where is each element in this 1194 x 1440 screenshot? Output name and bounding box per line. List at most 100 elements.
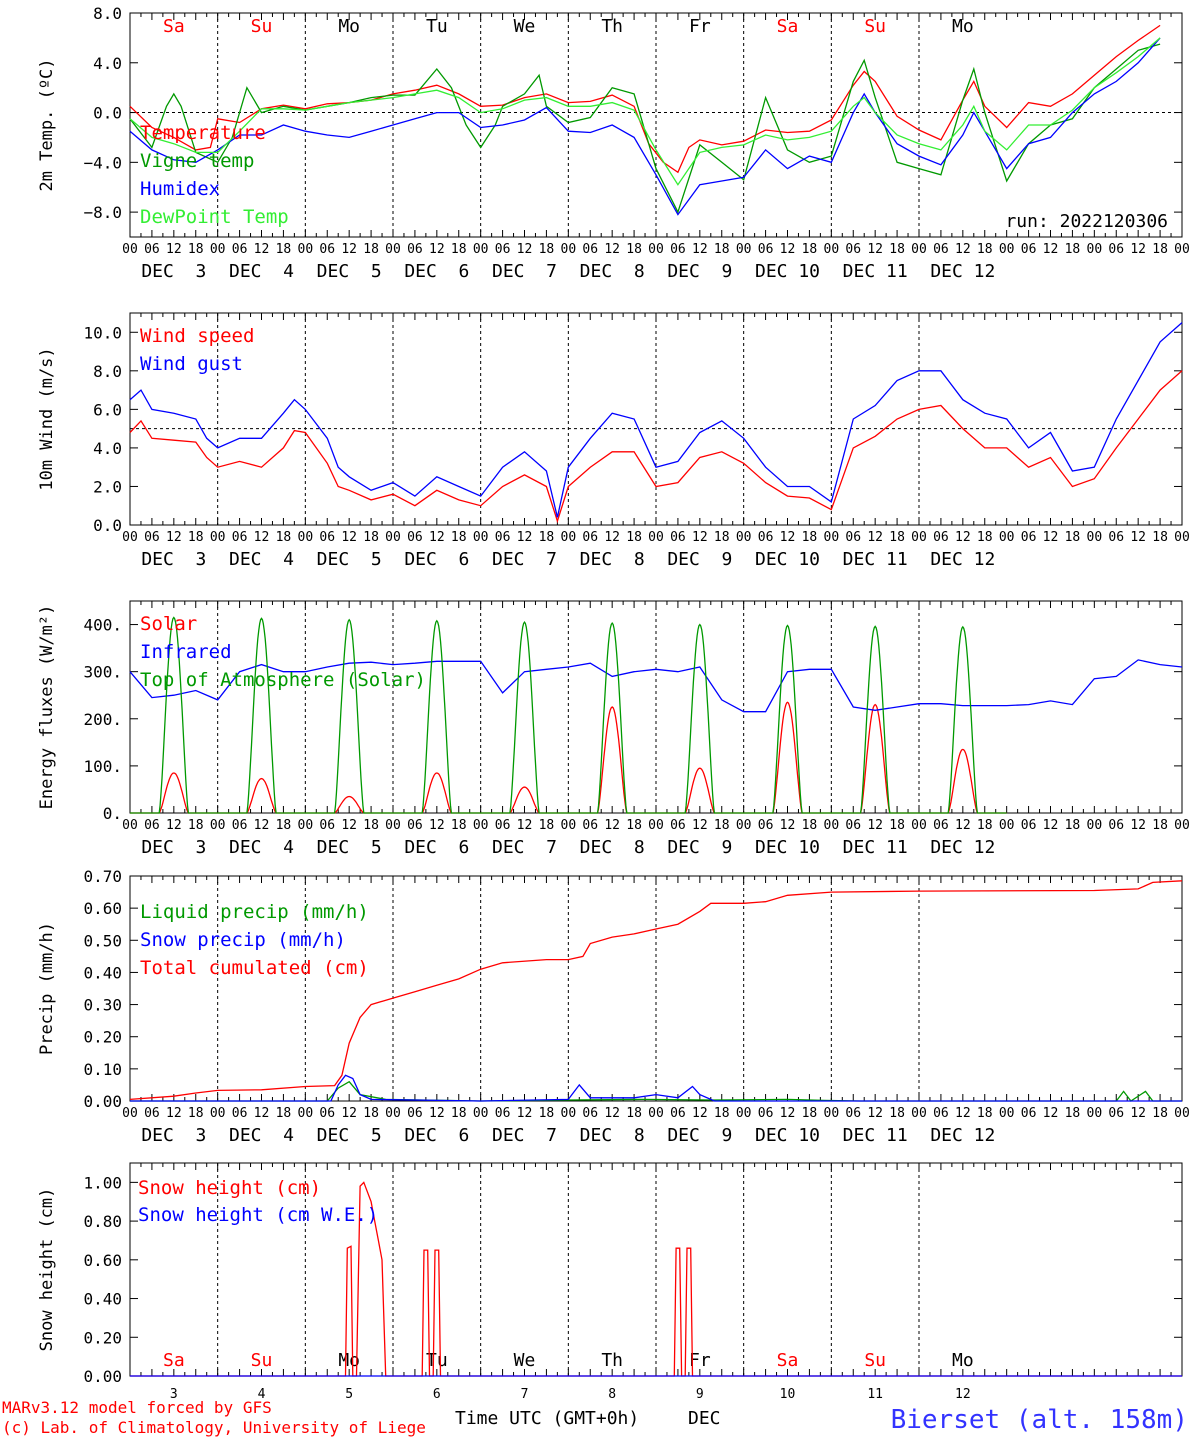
hour-tick-label: 00 [122,242,138,257]
y-tick-label: −4.0 [83,153,122,172]
time-axis-unit: DEC [688,1408,721,1429]
y-tick-label: 0.70 [83,867,122,886]
hour-tick-label: 06 [495,1106,511,1121]
hour-tick-label: 06 [1108,818,1124,833]
hour-tick-label: 00 [648,1106,664,1121]
legend-entry: Solar [140,613,197,635]
hour-tick-label: 00 [473,530,489,545]
day-label: DEC 11 [843,1125,908,1146]
hour-tick-label: 18 [1152,818,1168,833]
legend-entry: Total cumulated (cm) [140,957,369,979]
day-label: DEC 11 [843,549,908,570]
hour-tick-label: 18 [626,530,642,545]
series-line [129,37,1161,186]
hour-tick-label: 18 [1065,1106,1081,1121]
hour-tick-label: 06 [933,818,949,833]
hour-tick-label: 12 [780,1106,796,1121]
hour-tick-label: 12 [604,530,620,545]
plot-frame [129,12,1183,238]
series-line [129,322,1183,518]
hour-tick-label: 06 [232,530,248,545]
hour-tick-label: 12 [166,242,182,257]
hour-tick-label: 12 [692,242,708,257]
hour-tick-label: 00 [385,818,401,833]
hour-tick-label: 12 [1043,242,1059,257]
day-label: DEC 8 [580,1125,645,1146]
hour-tick-label: 12 [692,818,708,833]
hour-tick-label: 18 [977,1106,993,1121]
hour-tick-label: 00 [1174,818,1190,833]
hour-tick-label: 18 [188,818,204,833]
hour-tick-label: 00 [911,242,927,257]
hour-tick-label: 18 [363,818,379,833]
y-tick-label: 400. [83,616,122,635]
hour-tick-label: 18 [626,1106,642,1121]
hour-tick-label: 18 [977,242,993,257]
hour-tick-label: 06 [758,242,774,257]
y-tick-label: 0.00 [83,1092,122,1111]
legend-entry: Wind speed [140,325,254,347]
y-tick-label: 0.0 [93,516,122,535]
legend-entry: Liquid precip (mm/h) [140,901,369,923]
day-label: DEC 10 [755,837,820,858]
hour-tick-label: 18 [451,818,467,833]
hour-tick-label: 18 [1152,1106,1168,1121]
weekday-label: Th [601,16,623,37]
hour-tick-label: 00 [210,1106,226,1121]
credit-line-1: MARv3.12 model forced by GFS [2,1398,272,1417]
day-label: DEC 4 [229,261,294,282]
y-tick-label: 100. [83,757,122,776]
y-tick-label: 0.30 [83,996,122,1015]
hour-tick-label: 18 [1065,242,1081,257]
y-tick-label: 0.60 [83,1251,122,1270]
weekday-label: Sa [777,1350,799,1371]
weekday-label: Mo [952,16,974,37]
hour-tick-label: 12 [341,242,357,257]
hour-tick-label: 18 [977,818,993,833]
hour-tick-label: 00 [122,1106,138,1121]
hour-tick-label: 18 [539,1106,555,1121]
hour-tick-label: 00 [1087,1106,1103,1121]
hour-tick-label: 00 [385,530,401,545]
hour-tick-label: 06 [845,818,861,833]
weekday-label: Mo [952,1350,974,1371]
hour-tick-label: 06 [144,242,160,257]
hour-tick-label: 12 [341,530,357,545]
hour-tick-label: 18 [451,530,467,545]
hour-tick-label: 12 [254,242,270,257]
series-line [129,24,1161,174]
y-tick-label: 0.50 [83,931,122,950]
hour-tick-label: 12 [1130,818,1146,833]
hour-tick-label: 12 [429,530,445,545]
hour-tick-label: 00 [824,818,840,833]
hour-tick-label: 00 [999,242,1015,257]
hour-tick-label: 06 [1108,530,1124,545]
hour-tick-label: 06 [495,242,511,257]
y-tick-label: 0.0 [93,104,122,123]
hour-tick-label: 06 [670,530,686,545]
hour-tick-label: 06 [758,818,774,833]
day-label: DEC 3 [141,261,206,282]
hour-tick-label: 06 [407,530,423,545]
hour-tick-label: 06 [758,530,774,545]
hour-tick-label: 18 [276,530,292,545]
day-label: DEC 12 [930,549,995,570]
day-label: DEC 9 [667,549,732,570]
hour-tick-label: 00 [210,818,226,833]
hour-tick-label: 06 [582,242,598,257]
hour-tick-label: 00 [736,818,752,833]
hour-tick-label: 12 [692,530,708,545]
hour-tick-label: 00 [911,1106,927,1121]
panel-3: 400. 300. 200. 100. 0. Energy fluxes (W/m²) So… [37,600,1190,858]
hour-tick-label: 12 [517,530,533,545]
hour-tick-label: 18 [802,1106,818,1121]
y-tick-label: 2.0 [93,477,122,496]
hour-tick-label: 06 [1021,818,1037,833]
hour-tick-label: 18 [714,1106,730,1121]
hour-tick-label: 12 [955,530,971,545]
y-tick-label: 200. [83,710,122,729]
y-tick-label: 300. [83,663,122,682]
hour-tick-label: 18 [539,818,555,833]
hour-tick-label: 06 [232,818,248,833]
day-label: DEC 5 [317,261,382,282]
